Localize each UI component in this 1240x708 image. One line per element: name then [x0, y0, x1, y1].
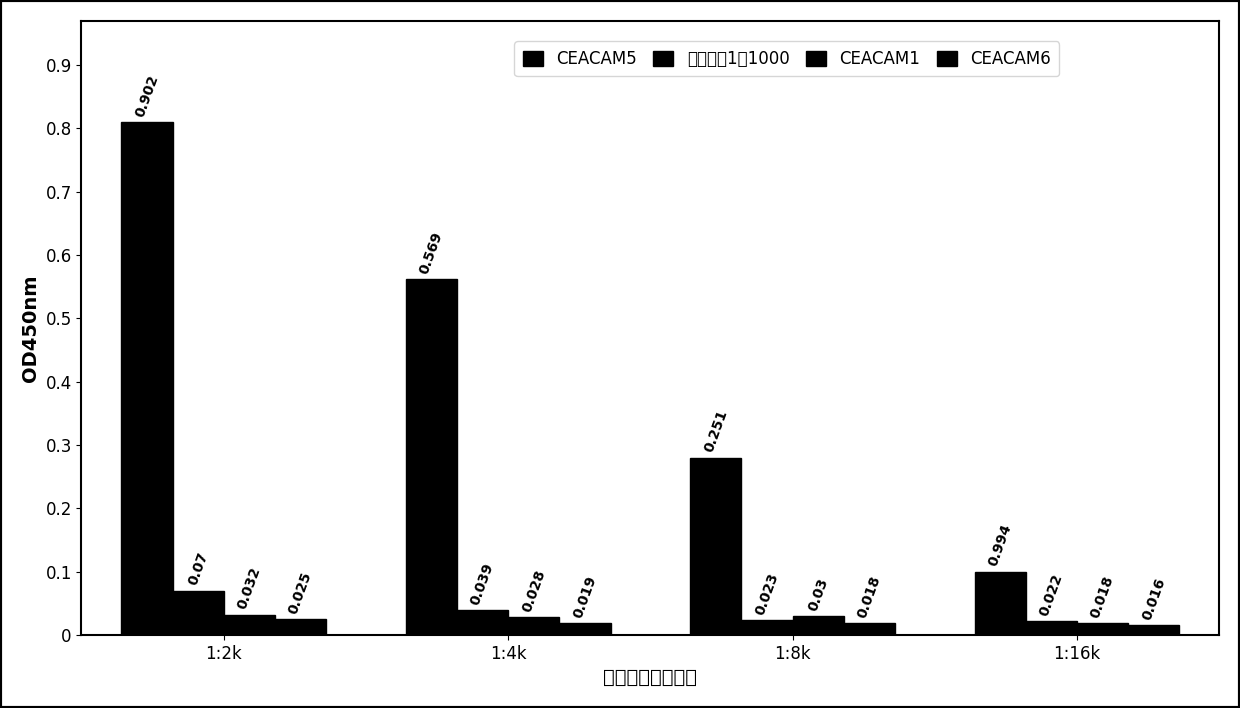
Text: 0.07: 0.07: [186, 551, 211, 588]
X-axis label: 二抗酶标工作浓度: 二抗酶标工作浓度: [604, 668, 697, 687]
Bar: [1025, 621, 1078, 635]
Text: 0.902: 0.902: [133, 73, 161, 119]
Y-axis label: OD450nm: OD450nm: [21, 274, 40, 382]
Bar: [742, 620, 792, 635]
Text: 0.023: 0.023: [753, 571, 781, 617]
Bar: [691, 457, 742, 635]
Legend: CEACAM5, 阴性血港1：1000, CEACAM1, CEACAM6: CEACAM5, 阴性血港1：1000, CEACAM1, CEACAM6: [515, 42, 1059, 76]
Bar: [792, 616, 843, 635]
Text: 0.028: 0.028: [520, 568, 548, 614]
Bar: [559, 623, 610, 635]
Bar: [843, 624, 895, 635]
Bar: [1078, 624, 1128, 635]
Bar: [122, 122, 172, 635]
Text: 0.019: 0.019: [570, 573, 599, 620]
Text: 0.025: 0.025: [286, 570, 315, 616]
Bar: [275, 619, 326, 635]
Text: 0.03: 0.03: [806, 576, 831, 612]
Text: 0.018: 0.018: [856, 574, 883, 620]
Text: 0.251: 0.251: [702, 409, 730, 455]
Bar: [456, 610, 508, 635]
Bar: [172, 590, 223, 635]
Text: 0.016: 0.016: [1140, 576, 1168, 622]
Bar: [1128, 624, 1179, 635]
Bar: [405, 279, 456, 635]
Bar: [975, 571, 1025, 635]
Text: 0.569: 0.569: [417, 230, 445, 276]
Text: 0.032: 0.032: [236, 566, 263, 612]
Bar: [223, 615, 275, 635]
Text: 0.018: 0.018: [1089, 574, 1117, 620]
Text: 0.994: 0.994: [986, 523, 1014, 569]
Text: 0.022: 0.022: [1037, 571, 1065, 618]
Bar: [508, 617, 559, 635]
Text: 0.039: 0.039: [469, 561, 496, 607]
